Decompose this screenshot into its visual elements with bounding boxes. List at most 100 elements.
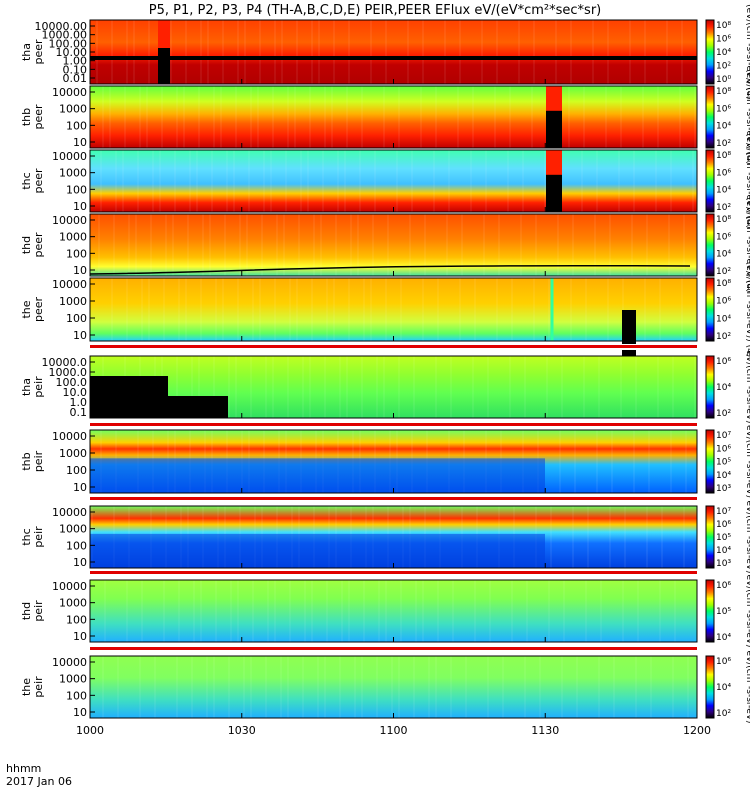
colorbar-label: (eV/(cm²-s-sr-eV)) (4) xyxy=(744,197,750,293)
y-tick-label: 10000 xyxy=(52,86,87,99)
y-tick-label: 10 xyxy=(73,329,87,342)
y-tick-label: 10.00 xyxy=(56,46,88,59)
spectrogram-image xyxy=(90,150,697,212)
colorbar xyxy=(705,429,715,494)
y-tick-label: 0.10 xyxy=(63,63,88,76)
spacecraft-potential-line xyxy=(90,56,697,60)
y-tick-label: 1000 xyxy=(59,103,87,116)
x-tick-label: 1130 xyxy=(531,724,559,737)
y-tick-label: 10000.0 xyxy=(42,356,88,369)
colorbar-tick-label: 10⁸ xyxy=(716,279,731,289)
dropout-column xyxy=(158,48,170,84)
y-tick-label: 100 xyxy=(66,183,87,196)
y-tick-label: 10 xyxy=(73,264,87,277)
colorbar-tick-label: 10⁴ xyxy=(716,122,731,132)
panel-thc-peer: 10000 1000 100 10 thc peer 10⁸ 10⁶ 10⁴ 10² (eV/(cm… xyxy=(20,133,750,229)
y-tick-label: 10 xyxy=(73,136,87,149)
colorbar-tick-label: 10² xyxy=(716,332,731,342)
x-tick-label: 1030 xyxy=(228,724,256,737)
y-tick-label: 10 xyxy=(73,706,87,719)
y-tick-label: 1.0 xyxy=(70,396,88,409)
y-axis-label-probe: the xyxy=(20,678,33,696)
colorbar-label: eV/(cm²-s-sr-eV) xyxy=(744,574,750,647)
colorbar-tick-label: 10⁴ xyxy=(716,683,731,693)
spectrogram-image xyxy=(90,656,697,718)
y-tick-label: 10000 xyxy=(52,214,87,227)
colorbar xyxy=(705,149,715,213)
panel-thc-peir: 10000 1000 100 10 thc peir 10⁷ 10⁶ 10⁵ 10⁴ 10³ eV/(… xyxy=(20,500,750,573)
y-tick-label: 1000 xyxy=(59,231,87,244)
y-tick-label: 1000 xyxy=(59,523,87,536)
colorbar-tick-label: 10⁶ xyxy=(716,104,731,114)
panel-the-peer: 10000 1000 100 10 the peer 10⁸ 10⁶ 10⁴ 10² (eV/(cm… xyxy=(20,262,750,358)
colorbar-tick-label: 10⁴ xyxy=(716,383,731,393)
y-axis-label-species: peer xyxy=(32,232,45,258)
y-tick-label: 10000 xyxy=(52,278,87,291)
low-count-region xyxy=(90,376,168,418)
chart-title: P5, P1, P2, P3, P4 (TH-A,B,C,D,E) PEIR,P… xyxy=(149,3,602,18)
colorbar xyxy=(705,355,715,419)
panel-the-peir: 10000 1000 100 10 the peir 10⁶ 10⁴ 10² eV/(cm²-s-… xyxy=(20,650,750,723)
colorbar-tick-label: 10² xyxy=(716,709,731,719)
colorbar-tick-label: 10⁴ xyxy=(716,471,731,481)
y-tick-label: 100 xyxy=(66,689,87,702)
spectrogram-image xyxy=(90,20,697,84)
colorbar-tick-label: 10⁶ xyxy=(716,357,731,367)
y-tick-label: 1000 xyxy=(59,167,87,180)
y-tick-label: 10000 xyxy=(52,506,87,519)
y-axis-label-species: peer xyxy=(32,39,45,65)
panel-thb-peer: 10000 1000 100 10 thb peer 10⁸ 10⁶ 10⁴ 10² (eV/(cm… xyxy=(20,69,750,165)
colorbar-tick-label: 10⁵ xyxy=(716,607,731,617)
panel-thd-peer: 10000 1000 100 10 thd peer 10⁸ 10⁶ 10⁴ 10² (eV/(cm… xyxy=(20,197,750,293)
y-axis-label-species: peir xyxy=(32,526,45,548)
y-tick-label: 100 xyxy=(66,312,87,325)
y-tick-label: 100.0 xyxy=(56,376,88,389)
colorbar-tick-label: 10⁸ xyxy=(716,151,731,161)
colorbar-tick-label: 10⁴ xyxy=(716,48,731,58)
y-tick-label: 10.0 xyxy=(63,386,88,399)
low-count-region xyxy=(168,396,228,418)
x-tick-label: 1200 xyxy=(683,724,711,737)
colorbar-label: (eV/(cm²-s-sr-eV)) (4) xyxy=(744,133,750,229)
separator-bar xyxy=(90,423,697,426)
colorbar-tick-label: 10³ xyxy=(716,559,731,569)
colorbar-tick-label: 10⁶ xyxy=(716,657,731,667)
colorbar-tick-label: 10⁶ xyxy=(716,297,731,307)
x-axis-label-line1: hhmm xyxy=(6,762,41,775)
colorbar-tick-label: 10⁰ xyxy=(716,75,731,85)
y-tick-label: 0.1 xyxy=(70,406,88,419)
colorbar-tick-label: 10² xyxy=(716,267,731,277)
y-axis-label-probe: thd xyxy=(20,236,33,254)
y-tick-label: 100 xyxy=(66,464,87,477)
colorbar-label: eV/(cm²-s-sr-eV) xyxy=(744,350,750,423)
colorbar-tick-label: 10⁴ xyxy=(716,186,731,196)
noise-region xyxy=(90,458,545,493)
y-tick-label: 10000 xyxy=(52,656,87,669)
colorbar-tick-label: 10⁴ xyxy=(716,546,731,556)
y-axis-label-species: peir xyxy=(32,376,45,398)
y-axis-label-probe: tha xyxy=(20,43,33,61)
colorbar-tick-label: 10² xyxy=(716,139,731,149)
y-axis-label-species: peer xyxy=(32,168,45,194)
y-tick-label: 10 xyxy=(73,200,87,213)
dropout-column xyxy=(546,110,562,148)
colorbar-tick-label: 10⁶ xyxy=(716,232,731,242)
colorbar-tick-label: 10⁶ xyxy=(716,168,731,178)
colorbar-tick-label: 10⁶ xyxy=(716,520,731,530)
colorbar-tick-label: 10⁴ xyxy=(716,314,731,324)
y-tick-label: 10000 xyxy=(52,150,87,163)
dropout-column xyxy=(622,310,636,358)
colorbar-tick-label: 10⁶ xyxy=(716,581,731,591)
y-axis-label-probe: thb xyxy=(20,452,33,470)
separator-bar xyxy=(90,571,697,574)
colorbar-tick-label: 10⁶ xyxy=(716,35,731,45)
noise-region xyxy=(90,533,545,568)
y-tick-label: 100 xyxy=(66,119,87,132)
colorbar-tick-label: 10⁷ xyxy=(716,507,731,517)
colorbar-tick-label: 10⁸ xyxy=(716,21,731,31)
colorbar-label: (eV/(cm²-s-sr-eV)) (4) xyxy=(744,4,750,100)
colorbar-label: eV/(cm²-s-sr-eV) xyxy=(744,425,750,498)
y-axis-label-probe: thb xyxy=(20,108,33,126)
